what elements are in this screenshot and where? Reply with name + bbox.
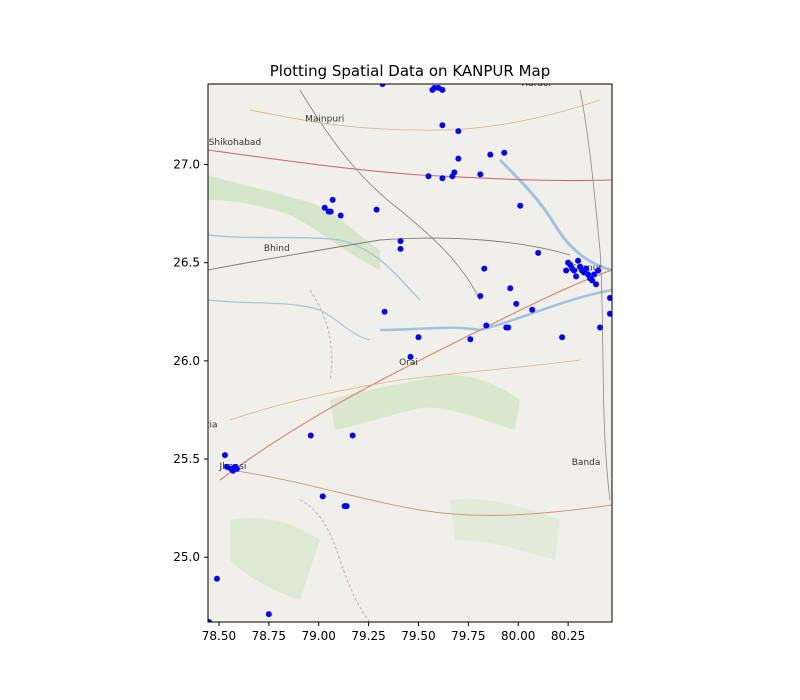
data-point (529, 306, 536, 313)
data-point (415, 334, 422, 341)
place-label: Mainpuri (305, 114, 344, 124)
data-point (477, 293, 484, 300)
data-point (321, 204, 328, 211)
data-point (517, 202, 524, 209)
place-label: atia (200, 421, 217, 431)
data-point (233, 465, 240, 472)
y-tick-label: 26.0 (173, 354, 200, 368)
axes-frame (207, 83, 613, 623)
x-tick-label: 80.00 (501, 629, 535, 643)
data-point (593, 281, 600, 288)
data-point (307, 432, 314, 439)
data-point (487, 151, 494, 158)
data-point (379, 84, 386, 87)
x-tick-label: 78.75 (252, 629, 286, 643)
data-points (208, 84, 612, 622)
data-point (208, 619, 212, 622)
map-area: HardoiMainpuriShikohabadBhindKanpurOraia… (200, 79, 612, 622)
data-point (327, 208, 334, 215)
y-tick-label: 27.0 (173, 158, 200, 172)
data-point (507, 285, 514, 292)
place-label: Orai (399, 358, 418, 368)
y-tick-label: 25.5 (173, 452, 200, 466)
data-point (589, 277, 596, 284)
x-tick-label: 79.75 (451, 629, 485, 643)
data-point (483, 322, 490, 329)
data-point (319, 493, 326, 500)
basemap-features (208, 89, 612, 622)
data-point (535, 249, 542, 256)
data-point (343, 503, 350, 510)
data-point (583, 265, 590, 272)
data-point (467, 336, 474, 343)
x-axis: 78.50 78.75 79.00 79.25 79.50 79.75 80.00 80.25 (202, 622, 585, 643)
data-point (373, 206, 380, 213)
data-point (563, 267, 570, 274)
data-point (439, 86, 446, 93)
data-point (559, 334, 566, 341)
x-tick-label: 79.00 (302, 629, 336, 643)
place-label: Hardoi (521, 79, 551, 89)
x-tick-label: 80.25 (551, 629, 585, 643)
data-point (595, 267, 602, 274)
data-point (349, 432, 356, 439)
data-point (455, 155, 462, 162)
data-point (607, 310, 612, 317)
y-tick-label: 26.5 (173, 256, 200, 270)
data-point (573, 273, 580, 280)
data-point (571, 267, 578, 274)
y-axis: 25.0 25.5 26.0 26.5 27.0 (173, 158, 208, 564)
place-label: Banda (572, 458, 601, 468)
x-tick-label: 79.50 (401, 629, 435, 643)
data-point (337, 212, 344, 219)
data-point (513, 300, 520, 307)
data-point (425, 173, 432, 180)
data-point (501, 149, 508, 156)
data-point (607, 295, 612, 302)
x-tick-label: 78.50 (202, 629, 236, 643)
y-tick-label: 25.0 (173, 550, 200, 564)
data-point (213, 575, 220, 582)
data-point (381, 308, 388, 315)
data-point (407, 353, 414, 360)
data-point (451, 169, 458, 176)
x-tick-label: 79.25 (351, 629, 385, 643)
place-label: Shikohabad (209, 138, 261, 148)
data-point (329, 196, 336, 203)
data-point (265, 611, 272, 618)
data-point (439, 122, 446, 129)
data-point (505, 324, 512, 331)
data-point (575, 257, 582, 264)
data-point (455, 128, 462, 135)
data-point (397, 238, 404, 245)
data-point (397, 245, 404, 252)
data-point (439, 175, 446, 182)
data-point (221, 452, 228, 459)
place-label: Bhind (264, 244, 290, 254)
data-point (597, 324, 604, 331)
data-point (591, 271, 598, 278)
data-point (481, 265, 488, 272)
chart-title: Plotting Spatial Data on KANPUR Map (270, 62, 551, 80)
data-point (477, 171, 484, 178)
